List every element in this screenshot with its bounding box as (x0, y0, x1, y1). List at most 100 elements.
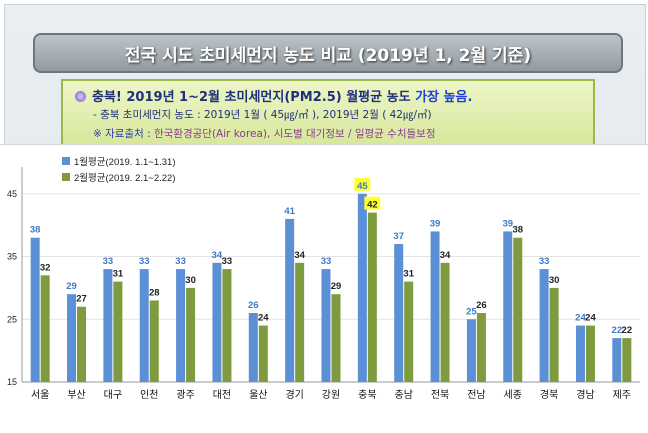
category-label: 서울 (31, 389, 49, 401)
category-label: 강원 (322, 389, 340, 401)
highlight-box (354, 177, 371, 191)
bar-chart: 15 25 35 45 38 32 서울 29 27 부산 33 31 대구 33 28 인천 33 30 광주 34… (7, 156, 640, 401)
data-label: 33 (321, 256, 332, 267)
legend-label: 2월평균(2019. 2.1~2.22) (74, 172, 176, 184)
data-label: 30 (185, 275, 196, 286)
chart-panel: 15 25 35 45 38 32 서울 29 27 부산 33 31 대구 33 28 인천 33 30 광주 34… (0, 144, 648, 433)
category-label: 부산 (67, 389, 85, 401)
data-label: 24 (258, 313, 269, 324)
data-label: 34 (440, 250, 451, 261)
category-label: 경기 (285, 388, 303, 401)
bar-jan (67, 294, 77, 382)
category-label: 대전 (213, 389, 231, 401)
bar-jan (139, 269, 149, 382)
bar-jan (430, 231, 440, 382)
info-detail: - 충북 초미세먼지 농도 : 2019년 1월 ( 45㎍/㎥ ), 2019… (93, 109, 432, 121)
bar-feb (331, 294, 341, 382)
bar-feb (149, 300, 159, 382)
data-label: 30 (549, 275, 560, 286)
y-tick-label: 45 (7, 189, 17, 199)
info-source-text: 한국환경공단(Air korea), 시도별 대기정보 / 일평균 수치들보정 (154, 128, 436, 140)
info-source-prefix: ※ 자료출처 : (93, 128, 154, 140)
data-label: 33 (539, 256, 550, 267)
category-label: 충남 (395, 389, 413, 401)
category-label: 대구 (104, 389, 122, 401)
data-label: 41 (284, 206, 295, 217)
bar-feb (258, 325, 268, 382)
y-tick-label: 15 (7, 377, 17, 387)
bar-jan (357, 193, 367, 382)
bar-feb (186, 287, 196, 382)
legend-swatch (62, 157, 70, 165)
category-label: 경북 (540, 388, 558, 401)
category-label: 울산 (249, 389, 267, 401)
data-label: 34 (294, 250, 305, 261)
data-label: 32 (40, 262, 51, 273)
bar-feb (295, 262, 305, 382)
bar-feb (367, 212, 377, 382)
data-label: 27 (76, 294, 87, 305)
bar-jan (575, 325, 585, 382)
data-label: 38 (512, 225, 523, 236)
bar-feb (476, 313, 486, 382)
bar-jan (503, 231, 513, 382)
bar-feb (585, 325, 595, 382)
category-label: 전북 (431, 389, 449, 401)
category-label: 전남 (467, 389, 485, 401)
bar-jan (466, 319, 476, 382)
category-label: 충북 (358, 389, 376, 401)
title-bar: 전국 시도 초미세먼지 농도 비교 (2019년 1, 2월 기준) (33, 33, 623, 73)
data-label: 26 (248, 300, 259, 311)
info-headline: 충북! 2019년 1~2월 초미세먼지(PM2.5) 월평균 농도 가장 높음… (75, 86, 472, 105)
data-label: 31 (403, 269, 414, 280)
bar-jan (285, 218, 295, 382)
y-tick-label: 35 (7, 252, 17, 262)
bar-feb (513, 237, 523, 382)
data-label: 28 (149, 287, 160, 298)
data-label: 33 (175, 256, 186, 267)
bar-feb (622, 338, 632, 382)
bar-jan (612, 338, 622, 382)
info-headline-text: 2019년 1~2월 초미세먼지(PM2.5) 월평균 농도 (121, 90, 416, 105)
data-label: 31 (113, 269, 124, 280)
bullet-icon (75, 91, 86, 102)
data-label: 22 (622, 325, 633, 336)
bar-jan (212, 262, 222, 382)
bar-jan (248, 313, 258, 382)
category-label: 제주 (613, 389, 631, 401)
data-label: 45 (357, 181, 368, 192)
bar-feb (222, 269, 232, 382)
bar-feb (440, 262, 450, 382)
bar-jan (103, 269, 113, 382)
bar-feb (77, 306, 87, 382)
data-label: 39 (502, 218, 513, 229)
data-label: 26 (476, 300, 487, 311)
category-label: 인천 (140, 389, 158, 401)
data-label: 34 (212, 250, 223, 261)
bar-jan (176, 269, 186, 382)
bar-jan (30, 237, 40, 382)
highlight-box (364, 196, 381, 210)
bar-feb (404, 281, 414, 382)
data-label: 29 (66, 281, 77, 292)
legend-swatch (62, 173, 70, 181)
category-label: 광주 (176, 389, 194, 401)
data-label: 33 (139, 256, 150, 267)
data-label: 42 (367, 200, 378, 211)
data-label: 24 (585, 313, 596, 324)
data-label: 22 (612, 325, 623, 336)
data-label: 37 (393, 231, 404, 242)
data-label: 29 (331, 281, 342, 292)
y-tick-label: 25 (7, 314, 17, 324)
bar-feb (549, 287, 559, 382)
legend-label: 1월평균(2019. 1.1~1.31) (74, 156, 176, 168)
info-source: ※ 자료출처 : 한국환경공단(Air korea), 시도별 대기정보 / 일… (93, 126, 435, 141)
data-label: 33 (103, 256, 114, 267)
bar-jan (539, 269, 549, 382)
info-highlight: 가장 높음. (415, 90, 473, 105)
bar-jan (394, 244, 404, 382)
info-box: 충북! 2019년 1~2월 초미세먼지(PM2.5) 월평균 농도 가장 높음… (61, 79, 595, 149)
category-label: 경남 (576, 388, 594, 401)
data-label: 38 (30, 225, 41, 236)
data-label: 33 (222, 256, 233, 267)
